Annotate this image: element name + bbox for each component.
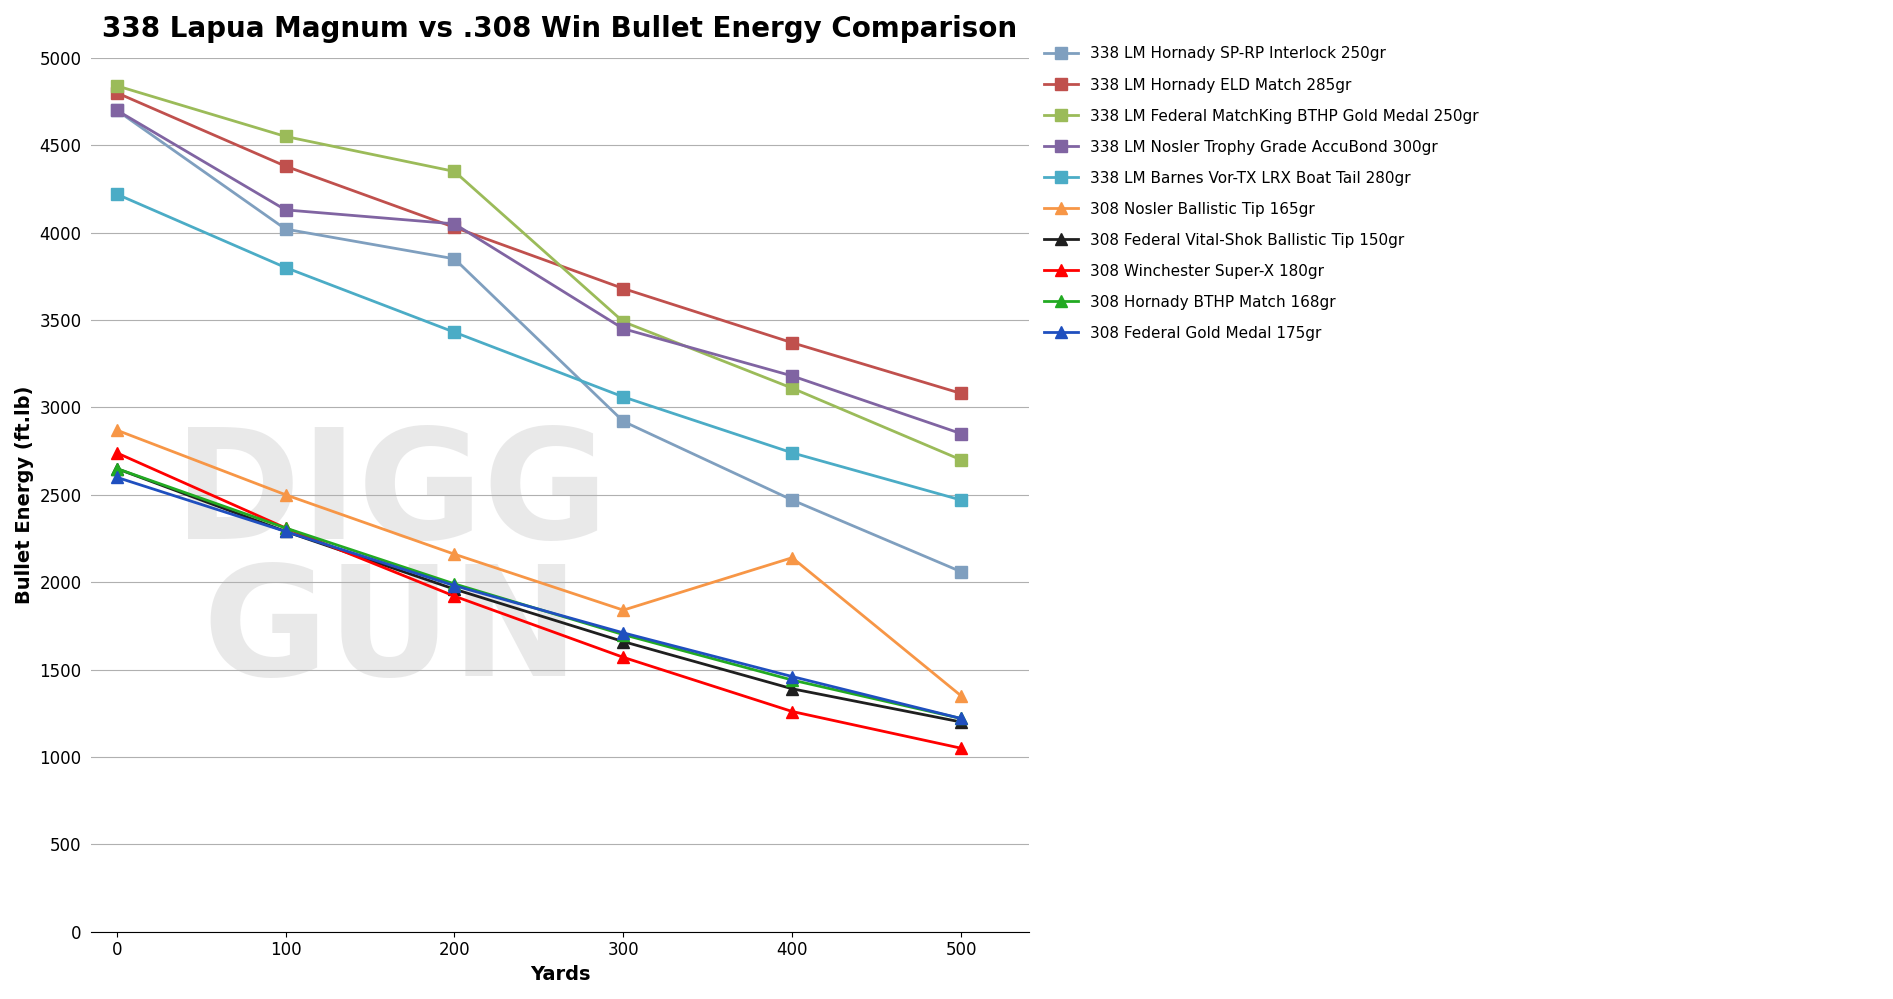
Y-axis label: Bullet Energy (ft.lb): Bullet Energy (ft.lb) <box>15 386 34 604</box>
338 LM Federal MatchKing BTHP Gold Medal 250gr <box>611 316 634 328</box>
338 LM Hornady SP-RP Interlock 250gr <box>274 223 297 235</box>
308 Winchester Super-X 180gr <box>780 705 803 717</box>
308 Winchester Super-X 180gr <box>611 651 634 663</box>
308 Federal Gold Medal 175gr <box>106 472 129 484</box>
338 LM Barnes Vor-TX LRX Boat Tail 280gr <box>106 188 129 200</box>
Line: 338 LM Hornady ELD Match 285gr: 338 LM Hornady ELD Match 285gr <box>112 87 967 399</box>
308 Hornady BTHP Match 168gr <box>106 463 129 475</box>
Line: 338 LM Nosler Trophy Grade AccuBond 300gr: 338 LM Nosler Trophy Grade AccuBond 300g… <box>112 105 967 440</box>
338 LM Nosler Trophy Grade AccuBond 300gr <box>780 370 803 382</box>
338 LM Hornady ELD Match 285gr <box>106 87 129 99</box>
338 LM Barnes Vor-TX LRX Boat Tail 280gr <box>950 495 973 506</box>
Legend: 338 LM Hornady SP-RP Interlock 250gr, 338 LM Hornady ELD Match 285gr, 338 LM Fed: 338 LM Hornady SP-RP Interlock 250gr, 33… <box>1037 40 1484 347</box>
308 Winchester Super-X 180gr <box>274 522 297 534</box>
308 Nosler Ballistic Tip 165gr <box>274 489 297 500</box>
308 Federal Vital-Shok Ballistic Tip 150gr <box>950 716 973 728</box>
308 Federal Vital-Shok Ballistic Tip 150gr <box>106 463 129 475</box>
338 LM Hornady ELD Match 285gr <box>443 222 466 234</box>
338 LM Federal MatchKing BTHP Gold Medal 250gr <box>443 166 466 178</box>
308 Nosler Ballistic Tip 165gr <box>611 604 634 616</box>
338 LM Nosler Trophy Grade AccuBond 300gr <box>443 218 466 230</box>
308 Federal Gold Medal 175gr <box>274 525 297 537</box>
Line: 308 Hornady BTHP Match 168gr: 308 Hornady BTHP Match 168gr <box>112 463 967 724</box>
308 Winchester Super-X 180gr <box>106 447 129 459</box>
308 Federal Vital-Shok Ballistic Tip 150gr <box>443 583 466 595</box>
338 LM Nosler Trophy Grade AccuBond 300gr <box>950 428 973 440</box>
338 LM Federal MatchKing BTHP Gold Medal 250gr <box>106 80 129 92</box>
308 Nosler Ballistic Tip 165gr <box>443 548 466 560</box>
308 Federal Gold Medal 175gr <box>950 712 973 724</box>
308 Hornady BTHP Match 168gr <box>611 628 634 640</box>
Line: 338 LM Barnes Vor-TX LRX Boat Tail 280gr: 338 LM Barnes Vor-TX LRX Boat Tail 280gr <box>112 189 967 505</box>
Line: 308 Federal Gold Medal 175gr: 308 Federal Gold Medal 175gr <box>112 472 967 724</box>
308 Nosler Ballistic Tip 165gr <box>780 551 803 563</box>
338 LM Hornady SP-RP Interlock 250gr <box>780 495 803 506</box>
308 Federal Gold Medal 175gr <box>780 670 803 682</box>
338 LM Hornady SP-RP Interlock 250gr <box>443 253 466 265</box>
308 Nosler Ballistic Tip 165gr <box>950 689 973 701</box>
338 LM Hornady SP-RP Interlock 250gr <box>950 565 973 577</box>
308 Winchester Super-X 180gr <box>443 590 466 602</box>
338 LM Barnes Vor-TX LRX Boat Tail 280gr <box>780 447 803 459</box>
Title: 338 Lapua Magnum vs .308 Win Bullet Energy Comparison: 338 Lapua Magnum vs .308 Win Bullet Ener… <box>102 15 1018 43</box>
338 LM Federal MatchKing BTHP Gold Medal 250gr <box>780 383 803 395</box>
338 LM Barnes Vor-TX LRX Boat Tail 280gr <box>274 262 297 274</box>
338 LM Hornady SP-RP Interlock 250gr <box>611 416 634 428</box>
Line: 308 Nosler Ballistic Tip 165gr: 308 Nosler Ballistic Tip 165gr <box>112 425 967 701</box>
Line: 308 Winchester Super-X 180gr: 308 Winchester Super-X 180gr <box>112 448 967 754</box>
Line: 338 LM Federal MatchKing BTHP Gold Medal 250gr: 338 LM Federal MatchKing BTHP Gold Medal… <box>112 80 967 466</box>
338 LM Nosler Trophy Grade AccuBond 300gr <box>106 104 129 116</box>
338 LM Nosler Trophy Grade AccuBond 300gr <box>274 204 297 216</box>
Text: DIGG
GUN: DIGG GUN <box>174 422 608 708</box>
308 Federal Gold Medal 175gr <box>443 579 466 591</box>
338 LM Nosler Trophy Grade AccuBond 300gr <box>611 323 634 335</box>
308 Hornady BTHP Match 168gr <box>274 522 297 534</box>
308 Winchester Super-X 180gr <box>950 742 973 754</box>
338 LM Federal MatchKing BTHP Gold Medal 250gr <box>950 454 973 466</box>
308 Federal Vital-Shok Ballistic Tip 150gr <box>780 682 803 694</box>
308 Federal Vital-Shok Ballistic Tip 150gr <box>274 525 297 537</box>
308 Federal Vital-Shok Ballistic Tip 150gr <box>611 635 634 647</box>
338 LM Hornady ELD Match 285gr <box>274 160 297 172</box>
338 LM Hornady ELD Match 285gr <box>950 388 973 400</box>
308 Nosler Ballistic Tip 165gr <box>106 425 129 437</box>
308 Hornady BTHP Match 168gr <box>443 577 466 589</box>
338 LM Hornady SP-RP Interlock 250gr <box>106 104 129 116</box>
338 LM Federal MatchKing BTHP Gold Medal 250gr <box>274 131 297 143</box>
338 LM Barnes Vor-TX LRX Boat Tail 280gr <box>443 327 466 339</box>
338 LM Hornady ELD Match 285gr <box>780 337 803 349</box>
X-axis label: Yards: Yards <box>530 965 591 984</box>
Line: 308 Federal Vital-Shok Ballistic Tip 150gr: 308 Federal Vital-Shok Ballistic Tip 150… <box>112 463 967 727</box>
308 Hornady BTHP Match 168gr <box>950 712 973 724</box>
308 Federal Gold Medal 175gr <box>611 626 634 638</box>
338 LM Hornady ELD Match 285gr <box>611 283 634 295</box>
Line: 338 LM Hornady SP-RP Interlock 250gr: 338 LM Hornady SP-RP Interlock 250gr <box>112 105 967 577</box>
308 Hornady BTHP Match 168gr <box>780 674 803 686</box>
338 LM Barnes Vor-TX LRX Boat Tail 280gr <box>611 391 634 403</box>
